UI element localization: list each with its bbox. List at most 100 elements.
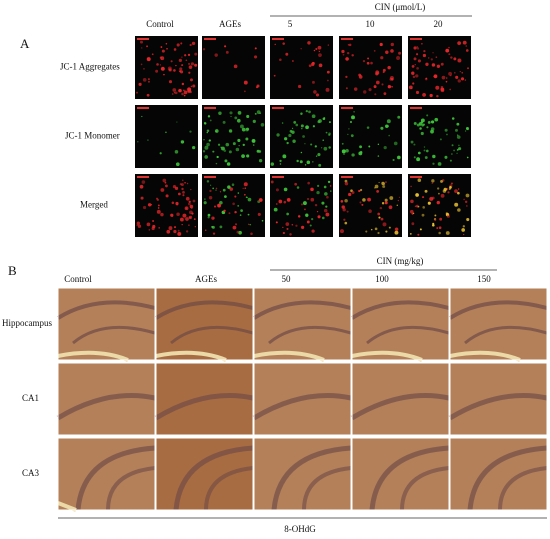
cell [318,53,322,58]
cell [318,50,321,53]
cell [457,58,462,63]
cell [451,117,455,120]
cell [150,204,153,206]
cell [234,195,237,198]
cell [279,163,282,165]
cell [439,138,442,141]
cell [440,62,444,66]
image-bg [352,288,449,360]
cell [374,227,378,231]
cell [243,182,248,187]
cell [192,146,196,150]
cell [417,151,421,155]
cell [173,226,177,229]
cell [455,128,458,132]
scale-bar [272,107,284,109]
cell [370,228,373,231]
cell [155,69,159,73]
cell [457,79,461,83]
cell [414,63,416,66]
cell [225,142,230,147]
cell [140,196,144,200]
cell [325,131,328,134]
cell [181,187,184,191]
cell [417,59,421,63]
cell [206,131,208,134]
cell [451,144,454,147]
cell [326,70,330,74]
column-label: Control [64,274,92,284]
cell [189,43,192,47]
cell [247,197,252,202]
cell [222,188,226,192]
cell [383,146,387,150]
column-label: Control [146,19,174,29]
cell [342,208,346,212]
cell [260,123,265,127]
cell [219,191,222,193]
cell [375,80,380,85]
cell [429,196,434,201]
cell [381,202,385,205]
scale-bar [137,107,149,109]
cell [276,133,280,137]
cell-layer [56,393,156,421]
cell [410,199,414,204]
cell [208,196,213,200]
cell [181,64,184,67]
cell [449,159,452,162]
cell [282,226,284,229]
cell [306,160,311,165]
cell [431,63,436,67]
cell [465,49,469,52]
cell [367,197,371,202]
cell [366,61,370,65]
cell [415,53,419,56]
cell [222,120,226,124]
cell [449,186,452,189]
cell [250,232,253,235]
cell [203,139,205,141]
cell [228,212,231,215]
cell [444,155,448,159]
cell [279,159,282,163]
cell-layer [498,466,548,511]
cell [146,222,151,227]
group-label: CIN (μmol/L) [375,2,426,12]
cell [433,75,435,78]
cell [167,66,172,71]
cell [282,231,286,235]
cell [212,232,216,235]
cell [181,224,183,226]
cell [159,152,162,155]
cell [396,55,401,60]
cell [328,121,331,124]
cell [230,115,232,118]
cell-layer [56,300,156,320]
cell [273,207,278,212]
cell [419,228,422,231]
cell [424,189,428,193]
image-bg [450,288,547,360]
cell [140,63,143,66]
cell [179,70,184,74]
cell-layer [268,325,352,345]
cell [183,90,188,95]
image-frame [449,287,548,361]
footer-label: 8-OHdG [284,524,316,534]
cell [158,227,161,229]
cell [368,88,372,92]
cell [189,204,194,209]
cell [159,64,162,66]
cell [177,229,180,232]
cell [392,158,395,162]
cell [234,223,238,226]
cell [173,229,177,234]
cell [341,205,345,209]
cell [345,87,348,90]
cell [344,221,348,225]
tissue-image [350,362,450,436]
cell [436,187,440,190]
cell [373,85,377,89]
cell [302,201,307,206]
